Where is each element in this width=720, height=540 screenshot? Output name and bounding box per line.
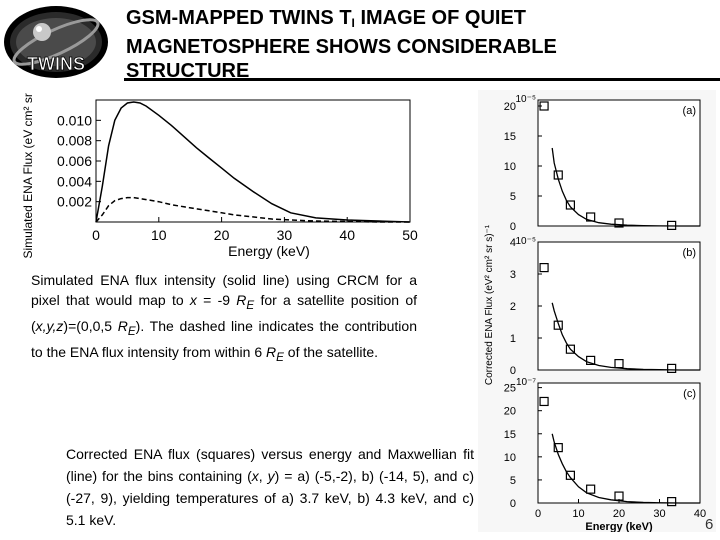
x-tick-label: 40 [694,508,706,520]
y-tick-label: 0.010 [57,112,92,128]
y-tick-label: 1 [510,333,516,345]
data-point-square [667,363,677,373]
data-point-square [586,212,596,222]
panel-label: (a) [683,105,696,117]
data-point-square [667,220,677,230]
x-tick-label: 20 [613,508,625,520]
twins-logo: TWINS [2,2,118,80]
panel-frame [537,241,701,371]
x-axis-label: Energy (keV) [585,521,653,532]
exponent-label: 10⁻⁵ [515,236,536,247]
solid-flux-line [95,101,411,223]
title-divider [124,78,720,81]
y-tick-label: 15 [504,429,516,441]
y-tick-label: 10 [504,161,516,173]
title-line-1: GSM-MAPPED TWINS TI IMAGE OF QUIET [126,7,527,30]
panel-label: (c) [683,388,696,400]
y-tick-label: 3 [510,269,516,281]
dashed-flux-line [95,196,410,223]
y-tick-label: 0.002 [57,194,92,210]
data-point-square [667,497,677,507]
data-point-square [586,355,596,365]
y-tick-label: 20 [504,406,516,418]
y-tick-label: 2 [510,301,516,313]
panel-label: (b) [683,247,696,259]
y-tick-label: 15 [504,131,516,143]
data-point-square [539,396,549,407]
simulated-ena-flux-chart: 0 10 20 30 40 50 0.002 0.004 0.006 0.008 0.010 Ener… [21,92,418,259]
data-point-square [565,200,576,210]
title-line-3: STRUCTURE [126,60,250,82]
x-tick-label: 30 [653,508,665,520]
x-tick-label: 0 [535,508,541,520]
x-tick-label: 30 [277,227,293,243]
y-tick-label: 10 [504,452,516,464]
data-point-square [565,470,576,480]
y-tick-label: 0 [510,221,516,233]
y-tick-label: 5 [510,475,516,487]
plot-frame [95,99,411,223]
data-point-square [614,218,624,228]
y-axis-label: Simulated ENA Flux (eV cm² sr s)⁻¹ [21,92,35,259]
x-tick-label: 10 [572,508,584,520]
y-tick-label: 4 [510,237,516,249]
y-tick-label: 0 [510,498,516,510]
x-axis-label: Energy (keV) [228,243,310,259]
exponent-label: 10⁻⁷ [516,377,536,388]
y-tick-label: 0.006 [57,153,92,169]
x-tick-label: 40 [339,227,355,243]
title-line-2: MAGNETOSPHERE SHOWS CONSIDERABLE [126,36,557,58]
data-point-square [553,320,563,330]
x-tick-label: 10 [151,227,167,243]
slide-title: GSM-MAPPED TWINS TI IMAGE OF QUIET MAGNE… [126,6,686,83]
y-tick-label: 0.008 [57,133,92,149]
y-axis-label: Corrected ENA Flux (eV² cm² sr s)⁻¹ [484,224,495,385]
y-tick-label: 5 [510,191,516,203]
x-tick-label: 20 [214,227,230,243]
data-point-square [565,344,576,354]
corrected-flux-caption: Corrected ENA flux (squares) versus ener… [66,446,474,528]
y-tick-label: 20 [504,101,516,113]
simulated-flux-caption: Simulated ENA flux intensity (solid line… [31,272,417,364]
x-tick-label: 0 [92,227,100,243]
svg-text:TWINS: TWINS [27,54,85,74]
panel-frame [537,382,701,504]
y-tick-label: 0 [510,365,516,377]
data-point-square [539,263,549,273]
x-tick-label: 50 [402,227,418,243]
data-point-square [614,359,624,369]
page-number: 6 [705,516,714,533]
data-point-square [553,443,563,453]
y-tick-label: 0.004 [57,173,92,189]
data-point-square [586,484,596,494]
y-tick-label: 25 [504,383,516,395]
data-point-square [553,170,563,180]
data-point-square [539,101,549,111]
corrected-ena-flux-chart: (a)10⁻⁵51015200(b)10⁻⁵12340(c)10⁻⁷510152… [478,90,716,532]
panel-frame [537,99,701,227]
exponent-label: 10⁻⁵ [515,94,536,105]
